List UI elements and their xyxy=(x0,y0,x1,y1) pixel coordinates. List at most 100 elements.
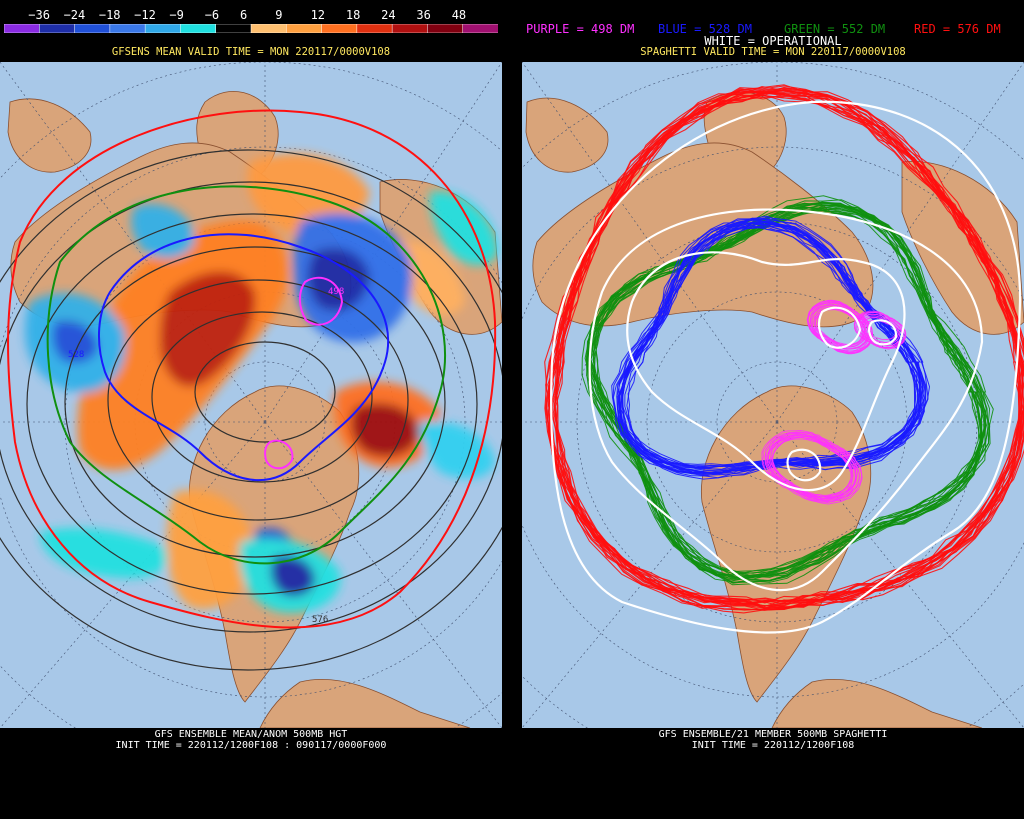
spaghetti-member-line xyxy=(586,202,988,582)
spaghetti-member-line xyxy=(809,302,871,352)
asia-coast-land xyxy=(901,160,1024,335)
spaghetti-member-line xyxy=(772,436,853,498)
colorbar-label: −18 xyxy=(98,8,121,22)
spaghetti-member-line xyxy=(547,85,1024,611)
africa-land xyxy=(525,97,609,173)
legend-white: WHITE = OPERATIONAL xyxy=(704,34,842,48)
colorbar-swatch xyxy=(356,24,393,33)
spaghetti-member-line xyxy=(611,217,922,471)
spaghetti-footer-init-time: INIT TIME = 220112/1200F108 xyxy=(691,740,855,751)
warm-anomaly-northeast xyxy=(398,241,465,316)
warm-anomaly-core xyxy=(160,271,256,387)
spaghetti-member-line xyxy=(622,222,921,474)
spaghetti-footer-title: GFS ENSEMBLE/21 MEMBER 500MB SPAGHETTI xyxy=(658,729,888,740)
spaghetti-map xyxy=(522,62,1024,728)
colorbar-swatch xyxy=(250,24,288,33)
spaghetti-member-line xyxy=(626,226,924,475)
mean-footer-init-time: INIT TIME = 220112/1200F108 : 090117/000… xyxy=(115,740,387,751)
cold-anomaly-northeast-core xyxy=(308,248,370,311)
legend-purple: PURPLE = 498 DM xyxy=(526,22,635,36)
contour-label-498: 498 xyxy=(328,287,344,297)
colorbar-label: −24 xyxy=(63,8,86,22)
colorbar-label: 18 xyxy=(345,8,361,22)
mean-anomaly-map: 498 528 576 xyxy=(0,62,502,728)
colorbar-swatch xyxy=(215,24,252,33)
panel-gutter xyxy=(502,0,522,819)
cold-anomaly-southwest xyxy=(40,527,168,579)
colorbar-label: −6 xyxy=(204,8,220,22)
colorbar-label: 9 xyxy=(275,8,283,22)
spaghetti-member-line xyxy=(554,94,1024,607)
spaghetti-member-line xyxy=(594,210,981,572)
colorbar-swatch xyxy=(109,24,146,33)
spaghetti-member-line xyxy=(806,300,874,354)
spaghetti-member-line xyxy=(555,94,1024,605)
legend-green: GREEN = 552 DM xyxy=(784,22,886,36)
contour-label-528: 528 xyxy=(68,350,84,360)
spaghetti-552-green xyxy=(581,195,994,586)
colorbar-label: −9 xyxy=(169,8,184,22)
cold-anomaly-northwest xyxy=(131,203,195,259)
colorbar-swatch xyxy=(4,24,41,33)
colorbar-swatch xyxy=(74,24,111,33)
contour-label-576: 576 xyxy=(312,615,328,625)
spaghetti-member-line xyxy=(549,88,1024,609)
spaghetti-member-line xyxy=(767,431,857,503)
spaghetti-member-line xyxy=(586,202,988,582)
spaghetti-member-line xyxy=(765,435,859,499)
south-america-land xyxy=(771,678,983,728)
colorbar-label: 48 xyxy=(451,8,467,22)
colorbar-labels: −36 −24 −18 −12 −9 −6 6 9 12 18 24 36 48 xyxy=(4,8,498,22)
spaghetti-member-line xyxy=(766,436,857,498)
south-america-land xyxy=(259,678,471,728)
operational-528 xyxy=(626,251,906,492)
legend-blue: BLUE = 528 DM xyxy=(658,22,752,36)
anomaly-colorbar xyxy=(4,24,498,33)
spaghetti-member-line xyxy=(853,310,907,350)
operational-498-c xyxy=(867,319,898,346)
colorbar-label: −36 xyxy=(28,8,50,22)
key-contours xyxy=(7,109,497,629)
contour-528-blue xyxy=(97,233,390,482)
height-contours xyxy=(0,149,502,671)
colorbar-swatch xyxy=(144,24,182,33)
colorbar-swatch xyxy=(462,24,498,33)
cold-anomaly-south-core xyxy=(270,555,315,597)
spaghetti-member-line xyxy=(854,311,906,349)
spaghetti-member-line xyxy=(863,319,897,341)
colorbar-label: 6 xyxy=(240,8,248,22)
colorbar-swatch xyxy=(286,24,323,33)
colorbar-swatch xyxy=(321,24,358,33)
contour-576-red xyxy=(7,109,497,629)
spaghetti-map-svg xyxy=(522,62,1024,728)
colorbar-label: 36 xyxy=(416,8,431,22)
operational-contours xyxy=(550,100,1022,634)
colorbar-swatch xyxy=(39,24,76,33)
operational-498-a xyxy=(817,306,862,349)
mean-map-svg: 498 528 576 xyxy=(0,62,502,728)
operational-576 xyxy=(550,100,1022,634)
spaghetti-panel: PURPLE = 498 DM BLUE = 528 DM GREEN = 55… xyxy=(522,0,1024,819)
contour-552-green xyxy=(46,185,447,565)
operational-498-b xyxy=(786,448,822,482)
colorbar-label: 24 xyxy=(381,8,396,22)
mean-valid-time-header: GFSENS MEAN VALID TIME = MON 220117/0000… xyxy=(111,46,391,58)
mean-footer-title: GFS ENSEMBLE MEAN/ANOM 500MB HGT xyxy=(154,729,348,740)
colorbar-swatch xyxy=(180,24,217,33)
operational-552 xyxy=(588,208,984,592)
legend-red: RED = 576 DM xyxy=(914,22,1001,36)
colorbar-label: −12 xyxy=(134,8,156,22)
africa-land xyxy=(7,98,92,173)
colorbar-swatch xyxy=(391,24,429,33)
spaghetti-member-line xyxy=(617,219,924,473)
spaghetti-member-line xyxy=(585,199,991,584)
spaghetti-valid-time-header: SPAGHETTI VALID TIME = MON 220117/0000V1… xyxy=(640,46,906,58)
colorbar-swatch xyxy=(427,24,464,33)
ensemble-mean-panel: −36 −24 −18 −12 −9 −6 6 9 12 18 24 36 48 GFSENS MEAN… xyxy=(0,0,502,819)
contour-498-purple-south xyxy=(264,439,294,470)
spaghetti-member-line xyxy=(761,430,863,505)
cold-anomaly-west-core xyxy=(52,320,98,364)
colorbar-label: 12 xyxy=(310,8,326,22)
spaghetti-member-line xyxy=(619,219,927,476)
spaghetti-498-purple xyxy=(761,299,907,505)
